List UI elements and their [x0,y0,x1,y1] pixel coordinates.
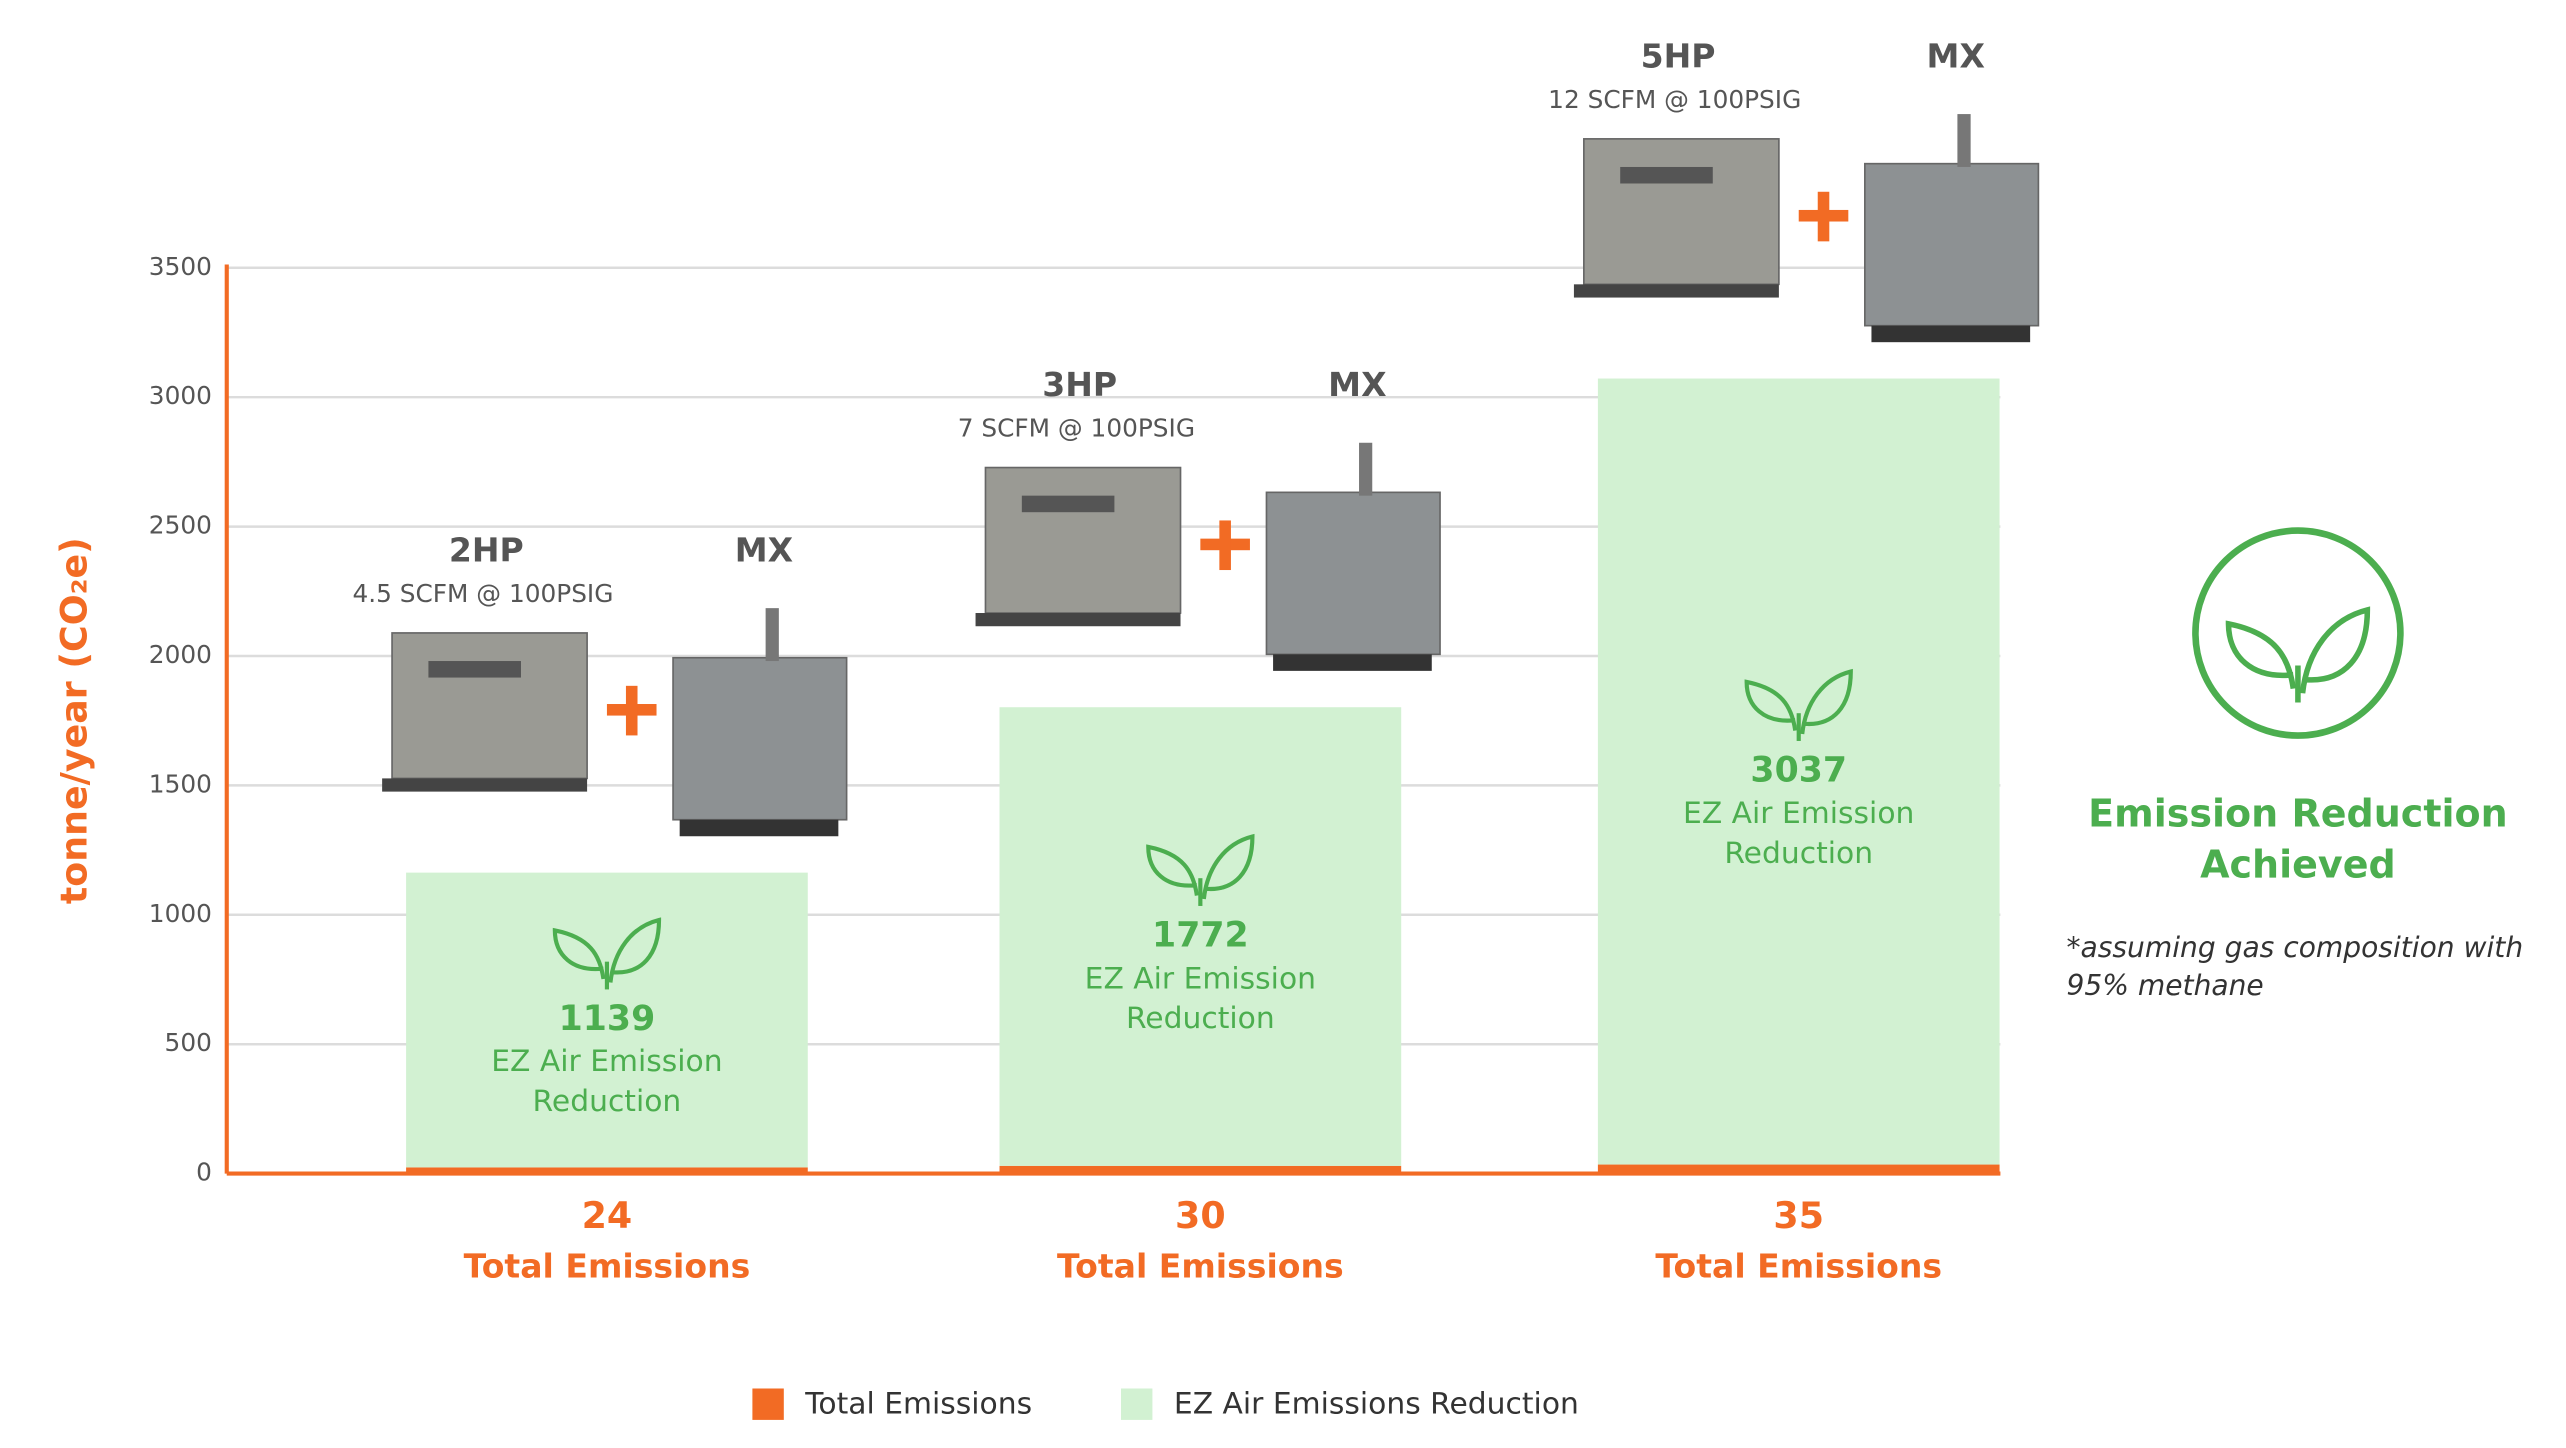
y-tick-label: 3000 [149,381,212,410]
compressor [984,466,1182,614]
y-tick-label: 3500 [149,252,212,281]
leaf [608,917,662,983]
side-title: Emission Reduction Achieved [2088,793,2508,888]
reduction-label: EZ Air Emission Reduction [491,1044,723,1120]
compressor-base [975,613,1181,627]
reduction-value-label: 3037 [1750,751,1847,791]
compressor [1583,138,1780,286]
reduction-label-box: EZ Air Emission Reduction [1683,796,1915,871]
y-axis-label: tonne/year (CO₂e) [52,537,95,904]
equipment-spec: 7 SCFM @ 100PSIG [958,414,1195,443]
legend-swatch [1121,1388,1153,1420]
equipment-mx: MX [1927,36,1985,75]
compressor-base [382,778,588,792]
leaf [1146,844,1199,896]
mx-stack [1359,442,1373,496]
compressor-base [1573,284,1779,298]
total-emissions-bar [1597,1164,2000,1174]
leaf-badge [2192,527,2404,739]
mx-stack [1957,114,1971,167]
mx-unit [1265,491,1441,656]
total-value-label: 24 [582,1194,633,1237]
compressor-label [1620,166,1713,184]
equipment-hp: 3HP [1042,365,1117,404]
equipment-hp: 2HP [449,530,524,569]
equipment-spec: 12 SCFM @ 100PSIG [1548,85,1801,114]
equipment-illustration [975,442,1441,671]
y-tick-label: 1000 [149,899,212,928]
leaf-icon [552,917,662,990]
total-label: Total Emissions [1057,1246,1344,1285]
y-tick-label: 2000 [149,640,212,669]
mx-base [679,819,839,837]
equipment-mx: MX [1328,365,1386,404]
plus-v [1817,191,1830,242]
leaf [552,927,606,980]
leaf-icon [1146,833,1255,906]
total-emissions-bar [999,1165,1402,1174]
equipment-illustration [1573,114,2040,343]
y-tick-label: 500 [165,1028,212,1057]
plus-v [1219,520,1231,571]
leaf-icon [2225,606,2371,703]
compressor-label [1021,495,1115,513]
total-value-label: 35 [1773,1194,1824,1237]
total-label: Total Emissions [1655,1246,1942,1285]
equipment-spec: 4.5 SCFM @ 100PSIG [352,579,613,608]
mx-base [1871,325,2031,343]
reduction-label: EZ Air Emission Reduction [1683,796,1915,871]
plus-v [625,685,638,736]
compressor [391,632,588,780]
total-emissions-bar [406,1167,808,1174]
reduction-bar [999,707,1402,1166]
y-tick-label: 0 [196,1158,212,1187]
leaf [1800,668,1853,735]
legend-label: EZ Air Emissions Reduction [1174,1387,1579,1422]
leaf [1201,833,1255,900]
mx-stack [765,608,779,662]
leaf [1744,679,1798,731]
legend-label: Total Emissions [804,1387,1032,1422]
side-title-box: Emission Reduction Achieved [2088,793,2508,888]
equipment-mx: MX [735,530,793,569]
y-tick-label: 2500 [149,511,212,540]
equipment-hp: 5HP [1641,36,1716,75]
reduction-label: EZ Air Emission Reduction [1084,961,1317,1036]
leaf-icon [1744,668,1853,741]
side-note-box: *assuming gas composition with 95% metha… [2066,932,2524,1004]
reduction-bar [1597,378,2000,1165]
reduction-label-box: EZ Air Emission Reduction [1084,961,1317,1036]
y-tick-label: 1500 [149,769,212,798]
total-value-label: 30 [1175,1194,1226,1237]
reduction-value-label: 1772 [1152,916,1249,956]
total-label: Total Emissions [464,1246,751,1285]
mx-unit [672,656,848,821]
legend-swatch [752,1388,784,1420]
reduction-bar [406,872,808,1168]
mx-unit [1864,162,2040,327]
compressor-label [428,661,521,678]
side-note: *assuming gas composition with 95% metha… [2066,932,2524,1004]
mx-base [1273,654,1432,671]
equipment-illustration [382,608,848,837]
reduction-value-label: 1139 [559,999,656,1039]
reduction-label-box: EZ Air Emission Reduction [491,1044,723,1120]
